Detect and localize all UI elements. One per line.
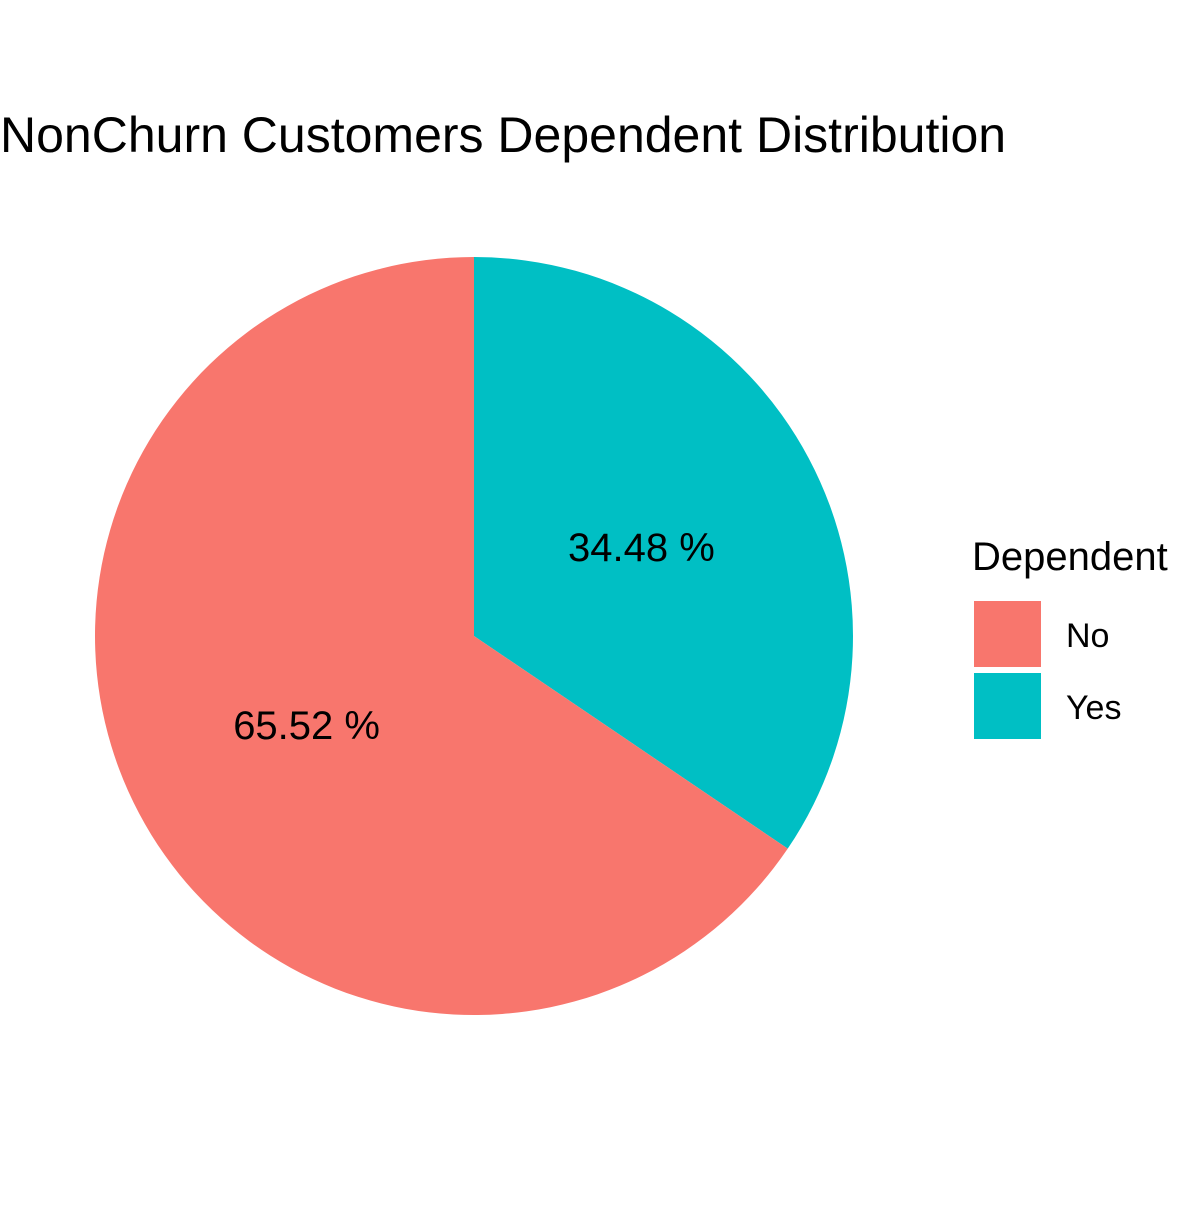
pie-slices	[95, 257, 854, 1016]
legend-swatch-no	[974, 601, 1041, 667]
legend-label-yes: Yes	[1066, 689, 1121, 727]
legend: Dependent No Yes	[972, 535, 1168, 739]
slice-value-label-no: 65.52 %	[233, 704, 380, 748]
slice-value-label-yes: 34.48 %	[568, 526, 715, 570]
legend-title: Dependent	[972, 535, 1168, 579]
legend-label-no: No	[1066, 617, 1109, 655]
chart-title: NonChurn Customers Dependent Distributio…	[0, 107, 1006, 163]
pie-slice-no	[95, 257, 788, 1016]
legend-items: No Yes	[974, 601, 1121, 739]
pie-value-labels: 34.48 % 65.52 %	[233, 526, 715, 748]
legend-swatch-yes	[974, 673, 1041, 739]
pie-slice-yes	[474, 257, 854, 849]
